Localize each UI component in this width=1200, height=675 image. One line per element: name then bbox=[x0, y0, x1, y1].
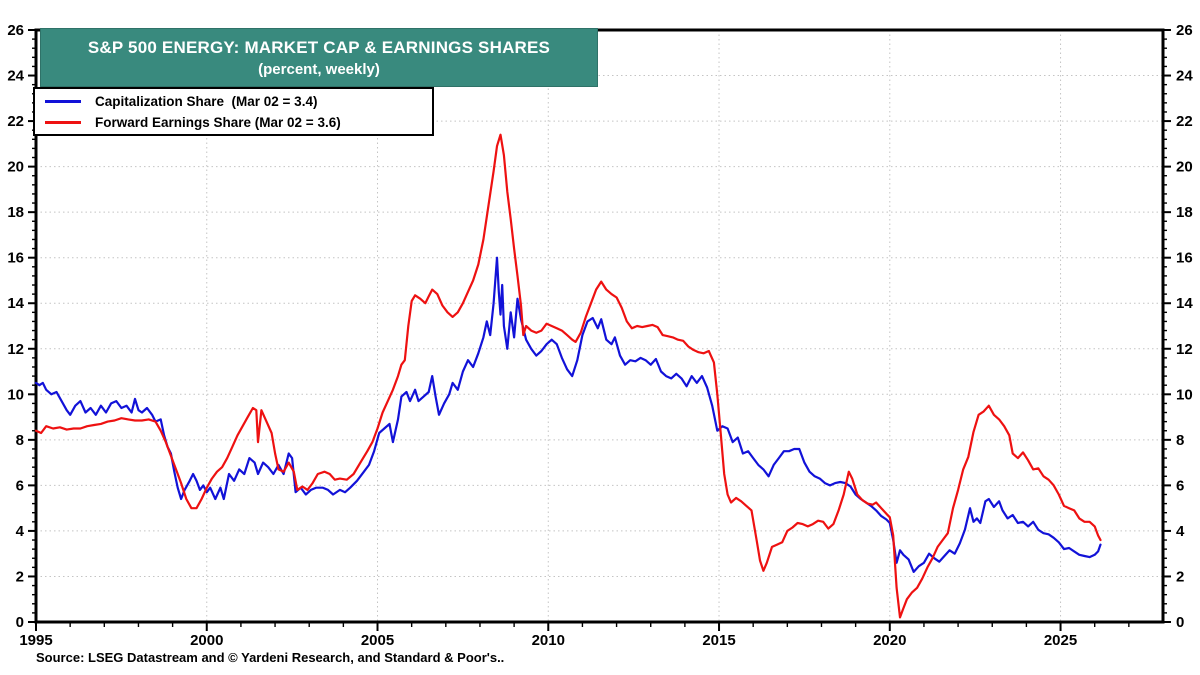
x-axis-label: 2015 bbox=[702, 632, 735, 649]
series-forward-earnings-line bbox=[34, 133, 1102, 619]
y-axis-label-right: 24 bbox=[1176, 68, 1193, 85]
y-axis-label-right: 6 bbox=[1176, 477, 1184, 494]
y-axis-label-left: 16 bbox=[7, 250, 24, 267]
x-axis-label: 2025 bbox=[1044, 632, 1077, 649]
chart-title-box: S&P 500 ENERGY: MARKET CAP & EARNINGS SH… bbox=[40, 28, 598, 87]
x-axis-label: 2010 bbox=[532, 632, 565, 649]
chart-title: S&P 500 ENERGY: MARKET CAP & EARNINGS SH… bbox=[87, 37, 551, 57]
x-axis-label: 1995 bbox=[19, 632, 52, 649]
y-axis-label-right: 22 bbox=[1176, 113, 1193, 130]
legend-label: Capitalization Share (Mar 02 = 3.4) bbox=[95, 93, 318, 109]
y-axis-label-right: 2 bbox=[1176, 568, 1184, 585]
legend-item-forward-earnings-share: Forward Earnings Share (Mar 02 = 3.6) bbox=[45, 113, 432, 131]
y-axis-label-right: 18 bbox=[1176, 204, 1193, 221]
x-axis-label: 2000 bbox=[190, 632, 223, 649]
y-axis-label-right: 14 bbox=[1176, 295, 1193, 312]
y-axis-label-left: 24 bbox=[7, 68, 24, 85]
y-axis-label-right: 4 bbox=[1176, 523, 1185, 540]
source-note: Source: LSEG Datastream and © Yardeni Re… bbox=[36, 650, 505, 665]
y-axis-label-left: 26 bbox=[7, 22, 24, 39]
y-axis-label-left: 22 bbox=[7, 113, 24, 130]
series-capitalization-line bbox=[34, 256, 1102, 574]
y-axis-label-right: 8 bbox=[1176, 432, 1184, 449]
x-axis-label: 2005 bbox=[361, 632, 394, 649]
plot-border bbox=[34, 28, 1165, 624]
y-axis-label-left: 2 bbox=[16, 568, 24, 585]
y-axis-label-left: 0 bbox=[16, 614, 24, 631]
y-axis-label-left: 6 bbox=[16, 477, 24, 494]
legend-item-capitalization-share: Capitalization Share (Mar 02 = 3.4) bbox=[45, 92, 432, 110]
y-axis-label-right: 20 bbox=[1176, 159, 1193, 176]
legend-label: Forward Earnings Share (Mar 02 = 3.6) bbox=[95, 114, 341, 130]
y-axis-label-left: 4 bbox=[16, 523, 25, 540]
legend: Capitalization Share (Mar 02 = 3.4) Forw… bbox=[33, 87, 434, 136]
y-axis-label-left: 10 bbox=[7, 386, 24, 403]
y-axis-label-left: 20 bbox=[7, 159, 24, 176]
x-axis-label: 2020 bbox=[873, 632, 906, 649]
y-axis-label-right: 26 bbox=[1176, 22, 1193, 39]
y-axis-label-right: 0 bbox=[1176, 614, 1184, 631]
y-axis-label-right: 10 bbox=[1176, 386, 1193, 403]
capitalization-line-swatch bbox=[45, 99, 81, 103]
y-axis-label-left: 18 bbox=[7, 204, 24, 221]
chart-subtitle: (percent, weekly) bbox=[258, 60, 380, 78]
y-axis-label-right: 12 bbox=[1176, 341, 1193, 358]
forward-earnings-line-swatch bbox=[45, 120, 81, 124]
y-axis-label-right: 16 bbox=[1176, 250, 1193, 267]
y-axis-label-left: 12 bbox=[7, 341, 24, 358]
y-axis-label-left: 14 bbox=[7, 295, 24, 312]
y-axis-label-left: 8 bbox=[16, 432, 24, 449]
